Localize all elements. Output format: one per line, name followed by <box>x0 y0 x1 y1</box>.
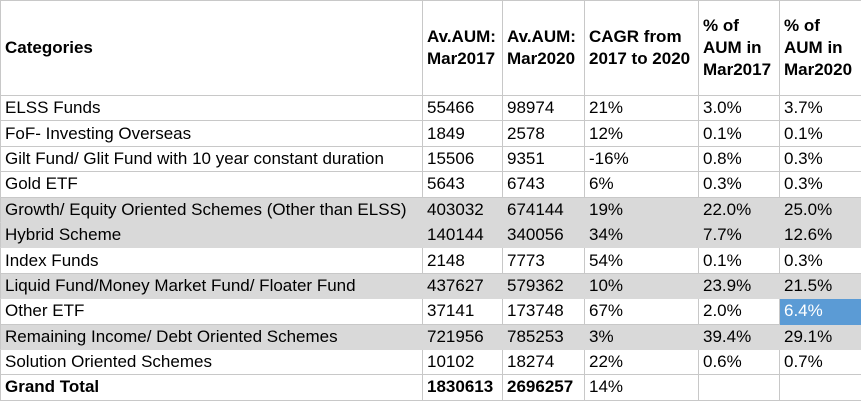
cell-cagr[interactable]: 67% <box>585 299 699 325</box>
cell-av-aum-mar2020[interactable]: 2696257 <box>503 375 585 401</box>
cell-cagr[interactable]: -16% <box>585 146 699 173</box>
table-row: Solution Oriented Schemes 10102 18274 22… <box>0 349 861 376</box>
table-row: Gold ETF 5643 6743 6% 0.3% 0.3% <box>0 172 861 198</box>
table-row: Hybrid Scheme 140144 340056 34% 7.7% 12.… <box>0 222 861 249</box>
cell-pct-aum-mar2017[interactable]: 7.7% <box>699 222 780 249</box>
cell-pct-aum-mar2020[interactable]: 21.5% <box>780 273 861 300</box>
cell-cagr[interactable]: 6% <box>585 172 699 198</box>
cell-pct-aum-mar2017[interactable]: 22.0% <box>699 197 780 223</box>
cell-av-aum-mar2020[interactable]: 7773 <box>503 248 585 274</box>
table-row: FoF- Investing Overseas 1849 2578 12% 0.… <box>0 121 861 147</box>
cell-category[interactable]: FoF- Investing Overseas <box>0 121 423 147</box>
table-header: Categories Av.AUM: Mar2017 Av.AUM: Mar20… <box>0 0 861 96</box>
cell-pct-aum-mar2017[interactable]: 23.9% <box>699 273 780 300</box>
cell-av-aum-mar2020[interactable]: 579362 <box>503 273 585 300</box>
cell-category[interactable]: ELSS Funds <box>0 96 423 122</box>
col-header-categories[interactable]: Categories <box>0 0 423 96</box>
cell-pct-aum-mar2017[interactable]: 0.8% <box>699 146 780 173</box>
cell-av-aum-mar2017[interactable]: 37141 <box>423 299 503 325</box>
cell-pct-aum-mar2017[interactable]: 0.6% <box>699 349 780 376</box>
cell-cagr[interactable]: 21% <box>585 96 699 122</box>
cell-pct-aum-mar2017[interactable]: 0.3% <box>699 172 780 198</box>
cell-category[interactable]: Gold ETF <box>0 172 423 198</box>
cell-category[interactable]: Hybrid Scheme <box>0 222 423 249</box>
cell-av-aum-mar2017[interactable]: 2148 <box>423 248 503 274</box>
cell-av-aum-mar2017[interactable]: 1830613 <box>423 375 503 401</box>
cell-av-aum-mar2017[interactable]: 15506 <box>423 146 503 173</box>
cell-cagr[interactable]: 12% <box>585 121 699 147</box>
cell-av-aum-mar2017[interactable]: 437627 <box>423 273 503 300</box>
cell-av-aum-mar2017[interactable]: 140144 <box>423 222 503 249</box>
cell-pct-aum-mar2017[interactable] <box>699 375 780 401</box>
cell-pct-aum-mar2020[interactable]: 3.7% <box>780 96 861 122</box>
cell-pct-aum-mar2017[interactable]: 2.0% <box>699 299 780 325</box>
cell-cagr[interactable]: 3% <box>585 324 699 350</box>
cell-pct-aum-mar2017[interactable]: 0.1% <box>699 121 780 147</box>
cell-category[interactable]: Other ETF <box>0 299 423 325</box>
cell-pct-aum-mar2017[interactable]: 3.0% <box>699 96 780 122</box>
col-header-av-aum-mar2020[interactable]: Av.AUM: Mar2020 <box>503 0 585 96</box>
cell-av-aum-mar2020[interactable]: 173748 <box>503 299 585 325</box>
col-header-pct-aum-mar2017[interactable]: % of AUM in Mar2017 <box>699 0 780 96</box>
cell-av-aum-mar2017[interactable]: 10102 <box>423 349 503 376</box>
cell-pct-aum-mar2020[interactable]: 25.0% <box>780 197 861 223</box>
cell-cagr[interactable]: 54% <box>585 248 699 274</box>
cell-cagr[interactable]: 34% <box>585 222 699 249</box>
cell-av-aum-mar2017[interactable]: 1849 <box>423 121 503 147</box>
cell-av-aum-mar2020[interactable]: 98974 <box>503 96 585 122</box>
cell-av-aum-mar2020[interactable]: 2578 <box>503 121 585 147</box>
header-row: Categories Av.AUM: Mar2017 Av.AUM: Mar20… <box>0 0 861 96</box>
cell-pct-aum-mar2020[interactable]: 0.3% <box>780 147 861 173</box>
col-header-pct-aum-mar2020[interactable]: % of AUM in Mar2020 <box>780 0 861 96</box>
cell-category[interactable]: Liquid Fund/Money Market Fund/ Floater F… <box>0 273 423 300</box>
table-row: Other ETF 37141 173748 67% 2.0% 6.4% <box>0 299 861 325</box>
cell-pct-aum-mar2020[interactable]: 12.6% <box>780 222 861 249</box>
cell-pct-aum-mar2020[interactable]: 0.7% <box>780 350 861 376</box>
cell-av-aum-mar2020[interactable]: 340056 <box>503 222 585 249</box>
cell-category[interactable]: Gilt Fund/ Glit Fund with 10 year consta… <box>0 146 423 173</box>
cell-av-aum-mar2017[interactable]: 403032 <box>423 197 503 223</box>
table-row: Growth/ Equity Oriented Schemes (Other t… <box>0 197 861 223</box>
cell-av-aum-mar2020[interactable]: 6743 <box>503 172 585 198</box>
table-row: Index Funds 2148 7773 54% 0.1% 0.3% <box>0 248 861 274</box>
table-row: Liquid Fund/Money Market Fund/ Floater F… <box>0 273 861 300</box>
cell-cagr[interactable]: 19% <box>585 197 699 223</box>
col-header-av-aum-mar2017[interactable]: Av.AUM: Mar2017 <box>423 0 503 96</box>
cell-category[interactable]: Remaining Income/ Debt Oriented Schemes <box>0 324 423 350</box>
cell-av-aum-mar2017[interactable]: 55466 <box>423 96 503 122</box>
cell-av-aum-mar2020[interactable]: 18274 <box>503 349 585 376</box>
cell-av-aum-mar2017[interactable]: 721956 <box>423 324 503 350</box>
cell-av-aum-mar2020[interactable]: 9351 <box>503 146 585 173</box>
cell-pct-aum-mar2017[interactable]: 0.1% <box>699 248 780 274</box>
table-row-grand-total: Grand Total 1830613 2696257 14% <box>0 375 861 401</box>
cell-cagr[interactable]: 22% <box>585 349 699 376</box>
cell-av-aum-mar2020[interactable]: 674144 <box>503 197 585 223</box>
table-body: ELSS Funds 55466 98974 21% 3.0% 3.7% FoF… <box>0 96 861 401</box>
cell-category[interactable]: Index Funds <box>0 248 423 274</box>
table-row: ELSS Funds 55466 98974 21% 3.0% 3.7% <box>0 96 861 122</box>
cell-category[interactable]: Grand Total <box>0 375 423 401</box>
cell-pct-aum-mar2020[interactable]: 29.1% <box>780 324 861 350</box>
cell-av-aum-mar2017[interactable]: 5643 <box>423 172 503 198</box>
cell-category[interactable]: Growth/ Equity Oriented Schemes (Other t… <box>0 197 423 223</box>
cell-pct-aum-mar2020[interactable]: 6.4% <box>780 299 861 325</box>
cell-cagr[interactable]: 10% <box>585 273 699 300</box>
cell-pct-aum-mar2020[interactable] <box>780 375 861 401</box>
cell-pct-aum-mar2020[interactable]: 0.1% <box>780 121 861 147</box>
col-header-cagr[interactable]: CAGR from 2017 to 2020 <box>585 0 699 96</box>
table-row: Remaining Income/ Debt Oriented Schemes … <box>0 324 861 350</box>
table-row: Gilt Fund/ Glit Fund with 10 year consta… <box>0 146 861 173</box>
cell-pct-aum-mar2017[interactable]: 39.4% <box>699 324 780 350</box>
cell-av-aum-mar2020[interactable]: 785253 <box>503 324 585 350</box>
cell-pct-aum-mar2020[interactable]: 0.3% <box>780 248 861 274</box>
cell-pct-aum-mar2020[interactable]: 0.3% <box>780 172 861 198</box>
cell-cagr[interactable]: 14% <box>585 375 699 401</box>
cell-category[interactable]: Solution Oriented Schemes <box>0 349 423 376</box>
